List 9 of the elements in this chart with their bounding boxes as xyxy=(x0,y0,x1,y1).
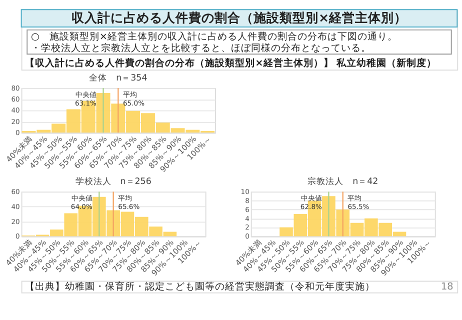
text: 【収入計に占める人件費の割合の分布（施設類型別×経営主体別）】 私立幼稚園（新制度） xyxy=(25,56,437,69)
chart-title: 宗教法人 n＝42 xyxy=(308,176,378,187)
text: ○ 施設類型別×経営主体別の収入計に占める人件費の割合の分布は下図の通り。 xyxy=(30,30,398,43)
text: ・学校法人立と宗教法人立とを比較すると、ほぼ同様の分布となっている。 xyxy=(30,42,371,54)
chart-title: 全体 n＝354 xyxy=(89,72,148,84)
text: 18 xyxy=(440,282,454,293)
text: 収入計に占める人件費の割合（施設類型別×経営主体別） xyxy=(71,10,408,26)
chart-title: 学校法人 n＝256 xyxy=(75,176,152,187)
text: 【出典】幼稚園・保育所・認定こども園等の経営実態調査（令和元年度実施） xyxy=(25,280,376,293)
